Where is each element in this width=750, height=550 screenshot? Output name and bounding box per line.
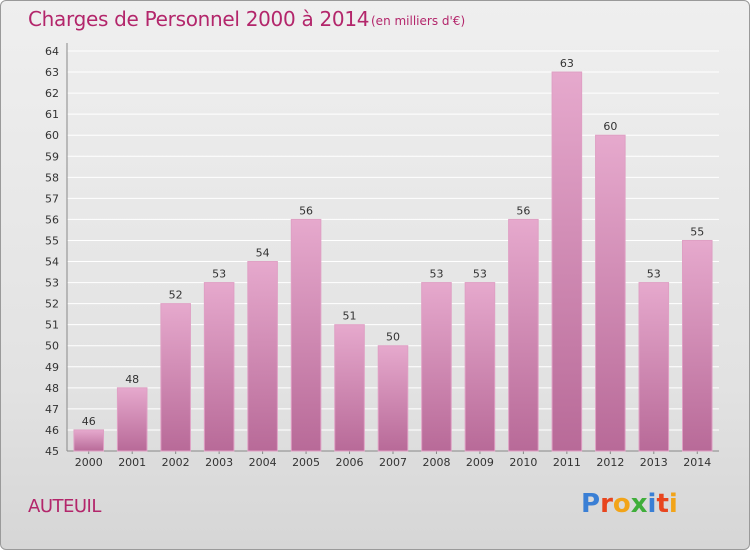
bar-2012 [595,134,626,452]
bar-2005 [290,218,322,452]
x-tick-label-2007: 2007 [379,456,407,469]
proxiti-logo: Proxiti [581,489,678,519]
x-tick-label-2004: 2004 [249,456,277,469]
value-label-2011: 63 [560,57,574,70]
bar-2014 [681,239,713,452]
bar-2013 [638,282,670,452]
x-tick-label-2006: 2006 [336,456,364,469]
chart-title: Charges de Personnel 2000 à 2014 [28,7,370,31]
x-tick-label-2013: 2013 [640,456,668,469]
value-label-2002: 52 [169,289,183,302]
x-tick-label-2014: 2014 [683,456,711,469]
x-tick-label-2003: 2003 [205,456,233,469]
x-tick-label-2011: 2011 [553,456,581,469]
y-tick-label: 61 [45,108,59,121]
value-label-2001: 48 [125,373,139,386]
chart-subtitle: (en milliers d'€) [371,14,466,28]
bar-2006 [334,324,365,452]
logo-letter: i [668,489,678,519]
value-label-2014: 55 [690,225,704,238]
y-tick-label: 63 [45,66,59,79]
bar-2009 [464,282,496,452]
x-tick-label-2012: 2012 [596,456,624,469]
y-tick-label: 48 [45,382,59,395]
bar-2010 [508,218,539,452]
y-tick-label: 47 [45,403,59,416]
y-tick-label: 45 [45,445,59,458]
x-tick-label-2000: 2000 [75,456,103,469]
bar-2001 [116,387,148,452]
value-label-2007: 50 [386,331,400,344]
x-tick-label-2002: 2002 [162,456,190,469]
bar-2011 [551,71,583,452]
y-tick-label: 58 [45,171,59,184]
logo-letter: x [630,489,648,519]
logo-letter: P [581,489,601,519]
x-tick-label-2009: 2009 [466,456,494,469]
y-tick-label: 62 [45,87,59,100]
bar-2004 [247,261,278,452]
value-label-2003: 53 [212,268,226,281]
value-label-2009: 53 [473,268,487,281]
y-tick-label: 54 [45,256,59,269]
value-label-2004: 54 [256,247,270,260]
commune-name: AUTEUIL [28,496,101,517]
value-label-2012: 60 [603,120,617,133]
y-tick-label: 57 [45,192,59,205]
y-tick-label: 56 [45,213,59,226]
y-tick-label: 60 [45,129,59,142]
value-label-2010: 56 [516,204,530,217]
y-tick-label: 51 [45,319,59,332]
value-label-2006: 51 [343,310,357,323]
x-tick-label-2010: 2010 [509,456,537,469]
y-tick-label: 55 [45,234,59,247]
bar-2007 [377,345,409,452]
y-tick-label: 59 [45,150,59,163]
value-label-2000: 46 [82,415,96,428]
y-tick-label: 50 [45,340,59,353]
logo-letter: t [656,489,669,519]
value-label-2005: 56 [299,204,313,217]
x-tick-label-2005: 2005 [292,456,320,469]
y-tick-label: 52 [45,298,59,311]
logo-letter: i [647,489,657,519]
y-tick-label: 46 [45,424,59,437]
value-label-2008: 53 [429,268,443,281]
bar-2000 [73,429,105,452]
y-tick-label: 49 [45,361,59,374]
x-tick-label-2008: 2008 [422,456,450,469]
y-tick-label: 64 [45,45,59,58]
bar-2002 [160,303,191,452]
logo-letter: r [600,489,613,519]
bar-2008 [421,282,452,452]
logo-letter: o [612,489,631,519]
bar-2003 [203,282,235,452]
x-tick-label-2001: 2001 [118,456,146,469]
value-label-2013: 53 [647,268,661,281]
y-tick-label: 53 [45,277,59,290]
